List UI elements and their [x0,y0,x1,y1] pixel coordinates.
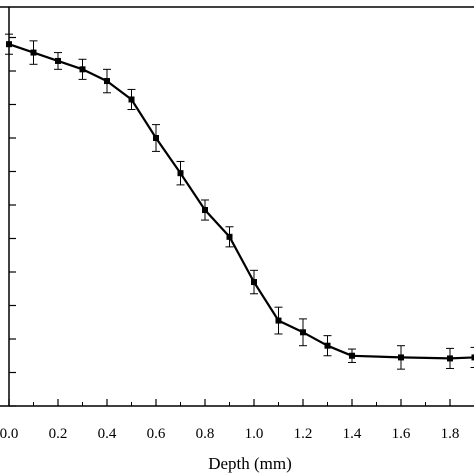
data-point [275,317,282,324]
data-point [471,354,474,361]
data-point [202,207,208,214]
data-point [30,49,37,56]
x-tick-label: 0.0 [0,426,18,442]
data-point [349,352,355,359]
data-point [79,66,86,73]
x-tick-label: 0.8 [196,426,215,442]
x-tick-label: 1.0 [245,426,264,442]
x-axis-label: Depth (mm) [208,454,292,473]
data-point [300,329,306,336]
data-point [55,57,61,64]
x-axis-tick-labels: 0.0 0.2 0.4 0.6 0.8 1.0 1.2 1.4 1.6 1.8 [0,426,459,442]
series-0 [5,33,474,370]
y-axis-ticks [9,36,16,407]
data-point [226,233,233,240]
data-point [104,78,110,85]
series-line [8,43,474,360]
x-axis-ticks [8,399,451,406]
x-tick-label: 0.4 [98,426,117,442]
data-point [447,355,453,362]
x-tick-label: 1.2 [294,426,313,442]
x-tick-label: 0.6 [147,426,166,442]
data-point [177,170,184,177]
data-point [128,96,135,103]
series-layer [5,33,474,370]
data-point [251,279,257,286]
x-tick-label: 1.4 [343,426,362,442]
x-tick-label: 1.6 [392,426,411,442]
data-point [153,135,159,141]
x-tick-label: 1.8 [441,426,460,442]
data-point [324,342,331,349]
x-tick-label: 0.2 [49,426,68,442]
data-point [6,41,12,48]
data-point [398,354,404,361]
